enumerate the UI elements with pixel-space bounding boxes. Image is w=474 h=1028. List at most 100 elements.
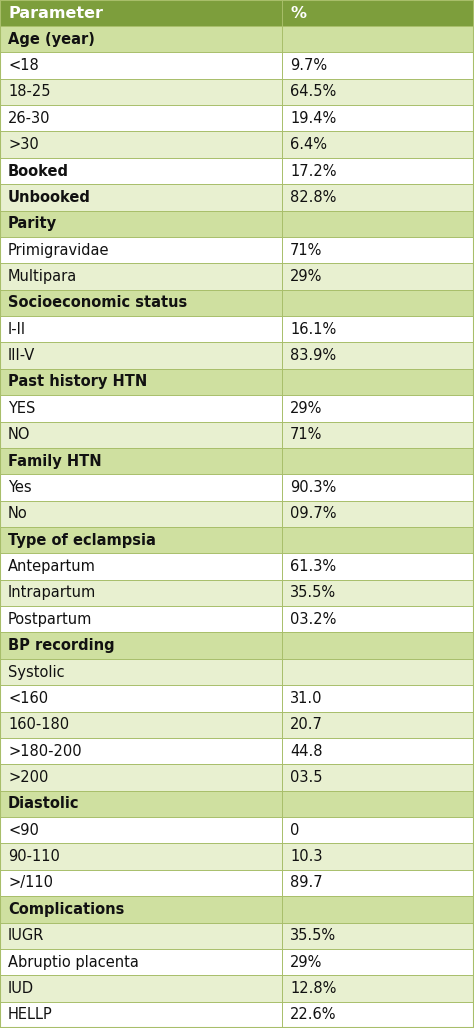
Text: Diastolic: Diastolic: [8, 797, 80, 811]
Text: 90.3%: 90.3%: [290, 480, 336, 494]
Text: 82.8%: 82.8%: [290, 190, 337, 205]
Text: 03.2%: 03.2%: [290, 612, 337, 627]
Bar: [0, 501, 474, 527]
Text: III-V: III-V: [8, 348, 35, 363]
Text: 22.6%: 22.6%: [290, 1007, 337, 1022]
Bar: [0, 316, 474, 342]
Bar: [0, 843, 474, 870]
Text: 26-30: 26-30: [8, 111, 51, 125]
Bar: [0, 26, 474, 52]
Bar: [0, 184, 474, 211]
Text: 18-25: 18-25: [8, 84, 51, 100]
Text: 9.7%: 9.7%: [290, 58, 327, 73]
Text: Socioeconomic status: Socioeconomic status: [8, 295, 187, 310]
Bar: [0, 158, 474, 184]
Text: Primigravidae: Primigravidae: [8, 243, 109, 258]
Text: Complications: Complications: [8, 902, 124, 917]
Bar: [0, 659, 474, 686]
Text: 20.7: 20.7: [290, 718, 323, 732]
Bar: [0, 870, 474, 896]
Text: Intrapartum: Intrapartum: [8, 585, 96, 600]
Text: 29%: 29%: [290, 401, 322, 416]
Text: 89.7: 89.7: [290, 876, 323, 890]
Bar: [0, 132, 474, 158]
Text: 16.1%: 16.1%: [290, 322, 336, 337]
Text: <160: <160: [8, 691, 48, 706]
Text: 71%: 71%: [290, 428, 322, 442]
Text: HELLP: HELLP: [8, 1007, 53, 1022]
Text: <18: <18: [8, 58, 39, 73]
Text: Booked: Booked: [8, 163, 69, 179]
Bar: [0, 342, 474, 369]
Text: 160-180: 160-180: [8, 718, 69, 732]
Text: >180-200: >180-200: [8, 743, 82, 759]
Bar: [0, 976, 474, 1001]
Text: 71%: 71%: [290, 243, 322, 258]
Text: NO: NO: [8, 428, 30, 442]
Text: Antepartum: Antepartum: [8, 559, 96, 574]
Text: 09.7%: 09.7%: [290, 507, 337, 521]
Text: BP recording: BP recording: [8, 638, 115, 653]
Text: 83.9%: 83.9%: [290, 348, 336, 363]
Text: I-II: I-II: [8, 322, 26, 337]
Text: 64.5%: 64.5%: [290, 84, 336, 100]
Bar: [0, 236, 474, 263]
Bar: [0, 105, 474, 132]
Text: YES: YES: [8, 401, 36, 416]
Text: 0: 0: [290, 822, 300, 838]
Bar: [0, 711, 474, 738]
Bar: [0, 632, 474, 659]
Bar: [0, 448, 474, 474]
Text: IUD: IUD: [8, 981, 34, 996]
Bar: [0, 1001, 474, 1028]
Text: Abruptio placenta: Abruptio placenta: [8, 955, 139, 969]
Bar: [0, 527, 474, 553]
Bar: [0, 686, 474, 711]
Bar: [0, 0, 474, 26]
Bar: [0, 764, 474, 791]
Text: Parameter: Parameter: [8, 5, 103, 21]
Text: 19.4%: 19.4%: [290, 111, 336, 125]
Text: 10.3: 10.3: [290, 849, 322, 865]
Bar: [0, 791, 474, 817]
Text: Yes: Yes: [8, 480, 32, 494]
Text: Postpartum: Postpartum: [8, 612, 92, 627]
Bar: [0, 52, 474, 79]
Bar: [0, 474, 474, 501]
Bar: [0, 79, 474, 105]
Text: IUGR: IUGR: [8, 928, 45, 944]
Bar: [0, 290, 474, 316]
Text: Systolic: Systolic: [8, 664, 64, 680]
Text: Type of eclampsia: Type of eclampsia: [8, 533, 156, 548]
Bar: [0, 922, 474, 949]
Bar: [0, 211, 474, 236]
Text: Past history HTN: Past history HTN: [8, 374, 147, 390]
Text: 31.0: 31.0: [290, 691, 322, 706]
Text: 35.5%: 35.5%: [290, 928, 336, 944]
Text: No: No: [8, 507, 28, 521]
Bar: [0, 263, 474, 290]
Bar: [0, 395, 474, 421]
Text: >200: >200: [8, 770, 48, 785]
Text: >30: >30: [8, 137, 39, 152]
Text: 29%: 29%: [290, 269, 322, 284]
Bar: [0, 738, 474, 764]
Bar: [0, 369, 474, 395]
Bar: [0, 421, 474, 448]
Text: <90: <90: [8, 822, 39, 838]
Text: 35.5%: 35.5%: [290, 585, 336, 600]
Text: Parity: Parity: [8, 216, 57, 231]
Text: Unbooked: Unbooked: [8, 190, 91, 205]
Text: 12.8%: 12.8%: [290, 981, 337, 996]
Text: Multipara: Multipara: [8, 269, 77, 284]
Text: 61.3%: 61.3%: [290, 559, 336, 574]
Bar: [0, 607, 474, 632]
Text: %: %: [290, 5, 306, 21]
Bar: [0, 553, 474, 580]
Text: Age (year): Age (year): [8, 32, 95, 46]
Text: >/110: >/110: [8, 876, 53, 890]
Bar: [0, 896, 474, 922]
Bar: [0, 949, 474, 976]
Bar: [0, 817, 474, 843]
Text: 90-110: 90-110: [8, 849, 60, 865]
